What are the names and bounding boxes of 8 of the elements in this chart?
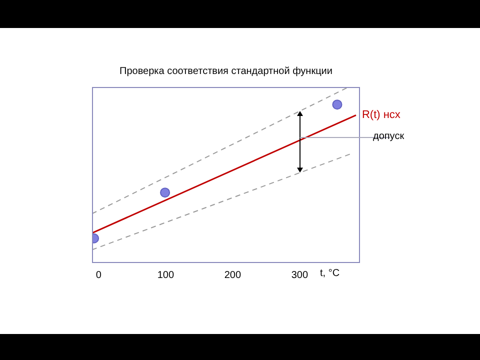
- x-tick-label: 300: [291, 270, 308, 282]
- x-tick-label: 200: [224, 270, 242, 282]
- series-label: R(t) нсх: [362, 109, 401, 122]
- x-tick-label: 0: [96, 270, 102, 282]
- chart-title: Проверка соответствия стандартной функции: [118, 66, 334, 77]
- x-tick-label: 100: [157, 270, 174, 282]
- text: допуск: [373, 130, 404, 142]
- x-axis-title: t, °C: [320, 268, 340, 279]
